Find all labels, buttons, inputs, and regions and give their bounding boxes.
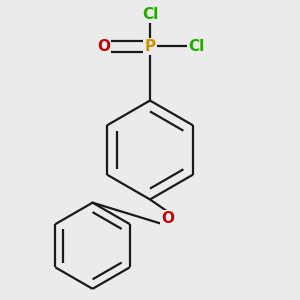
- Text: P: P: [144, 39, 156, 54]
- Text: Cl: Cl: [142, 7, 158, 22]
- Text: O: O: [97, 39, 110, 54]
- Text: Cl: Cl: [188, 39, 204, 54]
- Text: O: O: [161, 211, 174, 226]
